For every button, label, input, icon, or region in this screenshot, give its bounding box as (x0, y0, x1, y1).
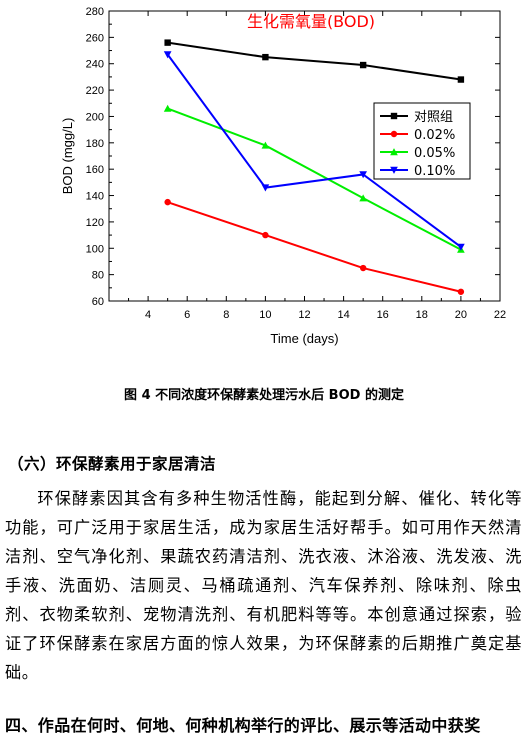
legend-label: 0.10% (414, 164, 455, 179)
legend-marker (390, 148, 398, 156)
series-line-0 (167, 41, 462, 81)
y-tick-label: 180 (86, 138, 104, 150)
x-tick-label: 18 (416, 309, 428, 321)
data-point (163, 104, 172, 112)
x-tick-label: 22 (494, 309, 506, 321)
series-line-1 (167, 201, 462, 293)
legend-marker (390, 166, 398, 174)
x-tick-label: 8 (223, 309, 229, 321)
y-axis-label: BOD (mgg/L) (60, 118, 75, 195)
x-axis-label: Time (days) (270, 331, 338, 346)
data-point (359, 61, 367, 69)
chart-title: 生化需氧量(BOD) (247, 12, 375, 31)
y-tick-label: 260 (86, 32, 104, 44)
y-tick-label: 80 (92, 270, 104, 282)
data-point (164, 39, 171, 46)
series-line-2 (167, 107, 462, 251)
data-point (262, 231, 269, 239)
data-point (457, 288, 465, 295)
legend-label: 对照组 (414, 110, 453, 125)
y-tick-label: 160 (86, 164, 104, 176)
data-point (261, 141, 270, 149)
data-point (457, 76, 465, 83)
series-line-3 (166, 53, 462, 248)
legend-marker (390, 112, 398, 120)
legend-marker (390, 130, 398, 138)
x-tick-label: 14 (337, 309, 349, 321)
x-tick-label: 20 (455, 309, 467, 321)
y-tick-label: 100 (86, 243, 104, 255)
x-tick-label: 12 (298, 309, 310, 321)
figure-caption: 图 4 不同浓度环保酵素处理污水后 BOD 的测定 (124, 388, 404, 403)
y-tick-label: 120 (86, 217, 104, 229)
y-tick-label: 240 (86, 59, 104, 71)
legend-label: 0.02% (414, 128, 455, 143)
data-point (163, 51, 172, 59)
y-tick-label: 220 (86, 85, 104, 97)
y-tick-label: 60 (92, 296, 104, 308)
x-tick-label: 4 (145, 309, 151, 321)
x-tick-label: 16 (377, 309, 389, 321)
section-paragraph: 环保酵素因其含有多种生物活性酶，能起到分解、催化、转化等功能，可广泛用于家居生活… (5, 489, 522, 682)
data-point (164, 198, 171, 206)
x-tick-label: 10 (259, 309, 271, 321)
y-tick-label: 280 (86, 6, 104, 18)
data-point (359, 171, 367, 179)
x-tick-label: 6 (184, 309, 190, 321)
bod-line-chart: 4 6 8 10 12 14 16 18 20 22 60 80 100 120 140 160 180 200 2… (0, 0, 528, 360)
y-tick-label: 140 (86, 191, 104, 203)
data-point (359, 194, 367, 202)
legend-label: 0.05% (414, 146, 455, 161)
y-tick-label: 200 (86, 111, 104, 123)
data-point (359, 264, 367, 272)
data-point (457, 243, 465, 251)
section-heading-home-cleaning: （六）环保酵素用于家居清洁 (8, 454, 217, 473)
data-point (261, 184, 270, 192)
section-heading-awards: 四、作品在何时、何地、何种机构举行的评比、展示等活动中获奖 (5, 716, 481, 735)
data-point (262, 53, 269, 61)
